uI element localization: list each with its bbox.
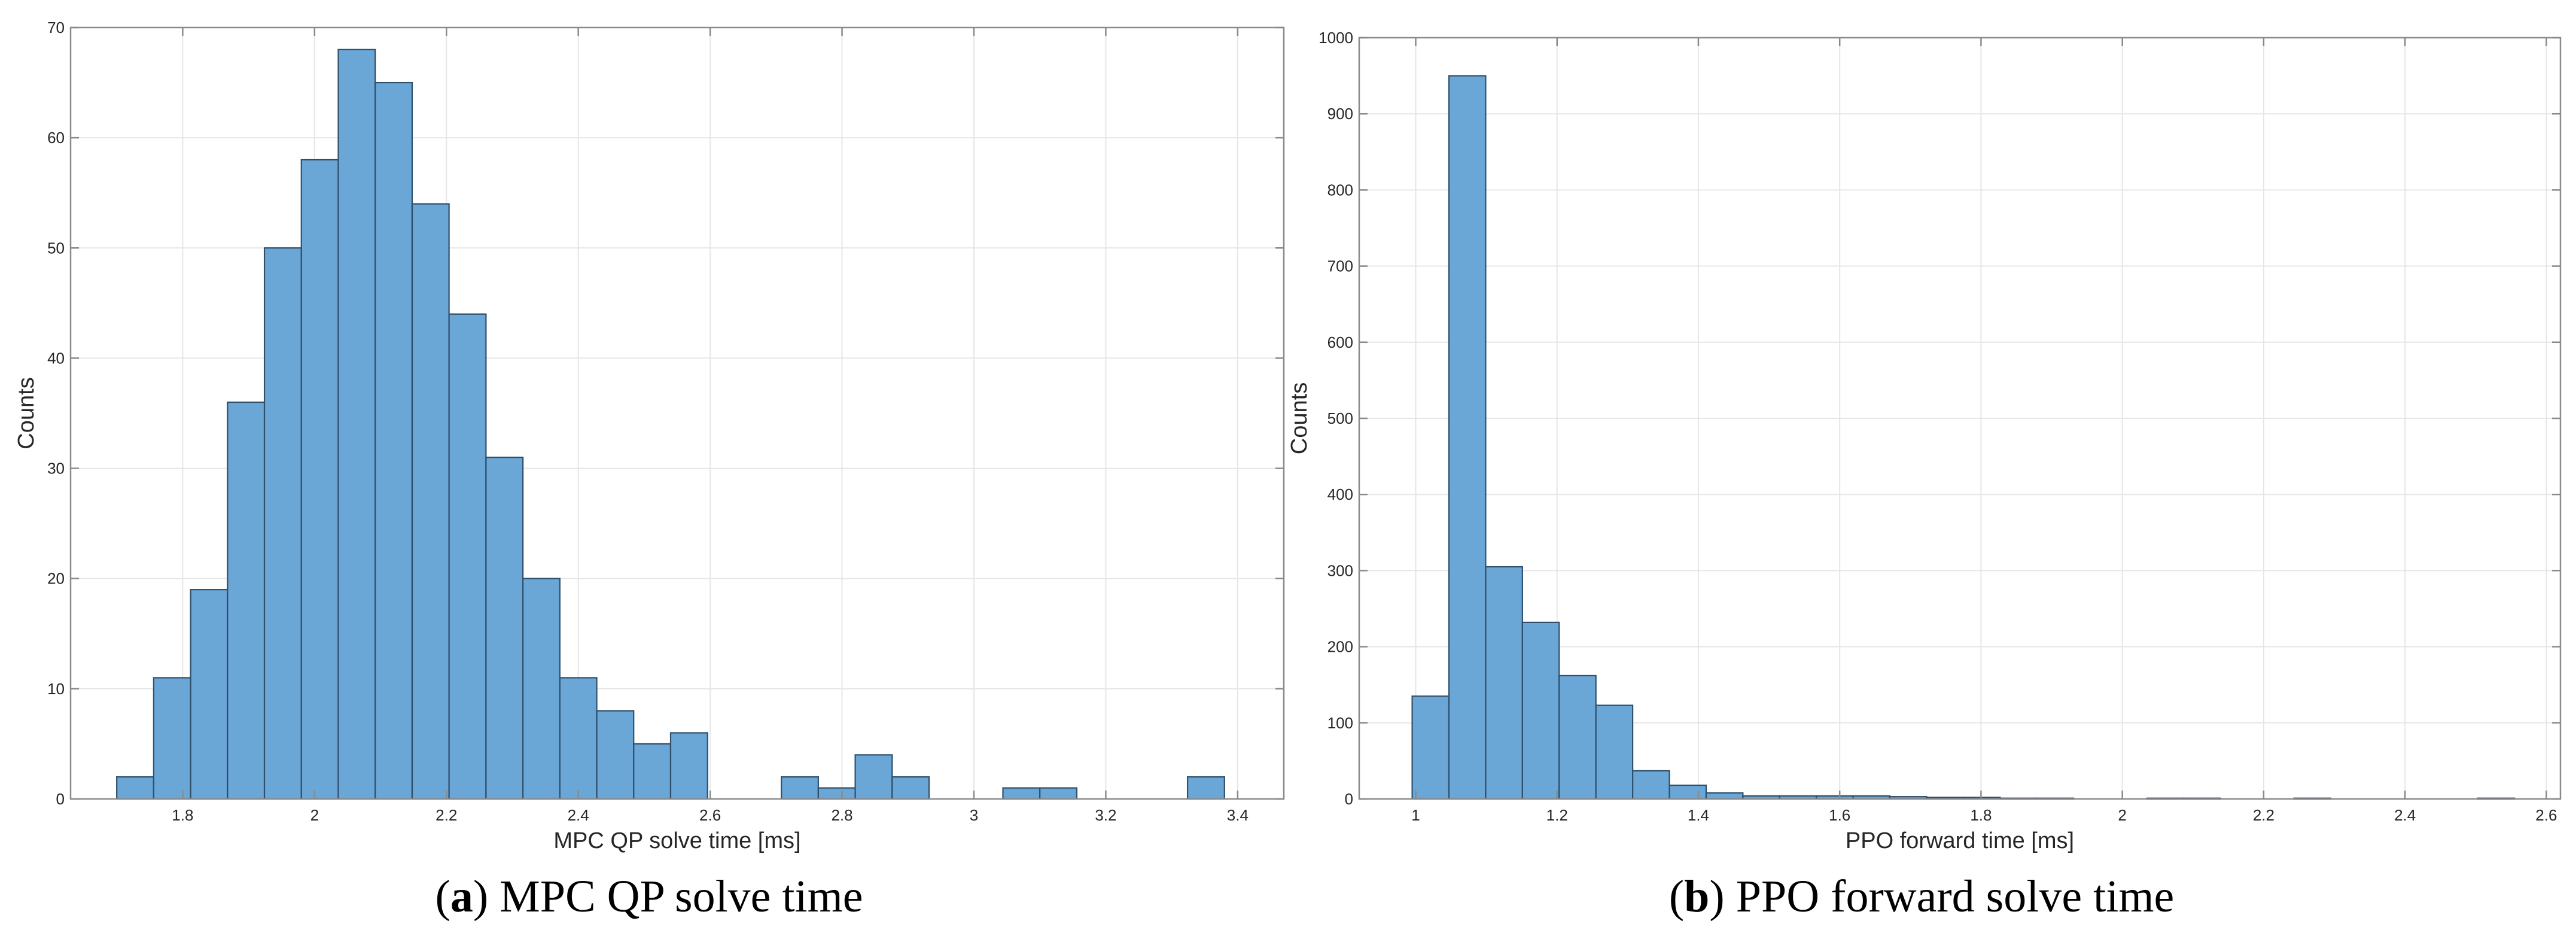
- histogram-bar: [337, 48, 376, 800]
- x-tick-label: 1.8: [172, 806, 193, 824]
- histogram-bar: [411, 203, 450, 800]
- y-axis-label: Counts: [1287, 382, 1312, 454]
- y-tick-label: 0: [56, 790, 65, 808]
- x-tick-label: 2.2: [436, 806, 457, 824]
- x-tick-label: 1.4: [1688, 806, 1709, 824]
- y-tick-label: 40: [47, 349, 65, 367]
- x-tick-label: 2: [310, 806, 319, 824]
- histogram-bar: [300, 159, 339, 800]
- histogram-bar: [817, 787, 856, 800]
- x-tick-label: 3: [970, 806, 978, 824]
- caption-b: (b) PPO forward solve time: [1668, 871, 2175, 922]
- x-tick-label: 2: [2118, 806, 2126, 824]
- y-tick-label: 10: [47, 680, 65, 698]
- histogram-mpc-qp-solve-time: 1.8 2 2.2 2.4 2.6 2.8 3 3.2 3.4 0 10 20 30 40 50 60 70 MP…: [14, 19, 1285, 853]
- histogram-bar: [374, 81, 413, 800]
- x-tick-label: 2.8: [831, 806, 852, 824]
- y-tick-label: 900: [1327, 105, 1353, 123]
- histogram-bar: [1521, 621, 1560, 800]
- histogram-bar: [633, 743, 672, 800]
- x-tick-label: 1.8: [1970, 806, 1992, 824]
- x-tick-label: 1.6: [1829, 806, 1850, 824]
- y-tick-label: 1000: [1319, 29, 1353, 47]
- histogram-bar: [1186, 776, 1225, 800]
- y-tick-label: 50: [47, 239, 65, 257]
- y-tick-label: 100: [1327, 714, 1353, 732]
- histogram-bar: [559, 677, 598, 800]
- histogram-bar: [1632, 770, 1670, 800]
- histogram-bar: [669, 732, 708, 800]
- y-tick-label: 800: [1327, 181, 1353, 199]
- x-tick-label: 1: [1411, 806, 1420, 824]
- histogram-bar: [1002, 787, 1041, 800]
- histogram-bar: [1558, 674, 1597, 800]
- histogram-bar: [263, 247, 302, 800]
- histogram-ppo-forward-time: 1 1.2 1.4 1.6 1.8 2 2.2 2.4 2.6 0 100 200 300 400 500 6…: [1287, 29, 2562, 853]
- histogram-bar: [1668, 785, 1707, 800]
- histogram-bar: [781, 776, 819, 800]
- x-tick-label: 1.2: [1546, 806, 1568, 824]
- x-axis-label: PPO forward time [ms]: [1846, 828, 2074, 853]
- axes-box: [69, 26, 1285, 800]
- histogram-bar: [854, 754, 893, 800]
- y-tick-label: 500: [1327, 409, 1353, 427]
- y-tick-label: 300: [1327, 561, 1353, 579]
- histogram-bar: [1595, 704, 1634, 800]
- y-tick-label: 600: [1327, 333, 1353, 351]
- y-tick-label: 20: [47, 570, 65, 588]
- histogram-bar: [1448, 75, 1487, 800]
- x-tick-label: 2.6: [699, 806, 721, 824]
- x-tick-label: 2.4: [568, 806, 589, 824]
- x-axis-label: MPC QP solve time [ms]: [553, 828, 800, 853]
- histogram-bar: [891, 776, 930, 800]
- y-tick-label: 400: [1327, 485, 1353, 503]
- x-tick-label: 2.6: [2535, 806, 2557, 824]
- x-tick-label: 3.2: [1095, 806, 1116, 824]
- y-tick-label: 700: [1327, 257, 1353, 275]
- y-tick-label: 30: [47, 460, 65, 478]
- x-tick-label: 3.4: [1227, 806, 1249, 824]
- histogram-bar: [116, 776, 154, 800]
- caption-a: (a) MPC QP solve time: [435, 871, 863, 922]
- y-tick-label: 0: [1345, 790, 1353, 808]
- histogram-bar: [596, 710, 635, 800]
- histogram-bar: [485, 457, 524, 800]
- histogram-bar: [153, 677, 191, 800]
- histogram-bar: [1411, 695, 1450, 800]
- histogram-bar: [448, 313, 487, 800]
- y-tick-label: 200: [1327, 638, 1353, 656]
- histogram-bar: [522, 578, 561, 800]
- histogram-bar: [1485, 566, 1523, 800]
- histogram-bar: [1705, 792, 1744, 800]
- x-tick-label: 2.4: [2394, 806, 2416, 824]
- x-tick-label: 2.2: [2253, 806, 2274, 824]
- y-tick-label: 70: [47, 19, 65, 37]
- histogram-bar: [190, 589, 229, 800]
- y-axis-label: Counts: [14, 377, 39, 449]
- y-tick-label: 60: [47, 129, 65, 147]
- histogram-bar: [1039, 787, 1078, 800]
- histogram-bar: [227, 401, 266, 800]
